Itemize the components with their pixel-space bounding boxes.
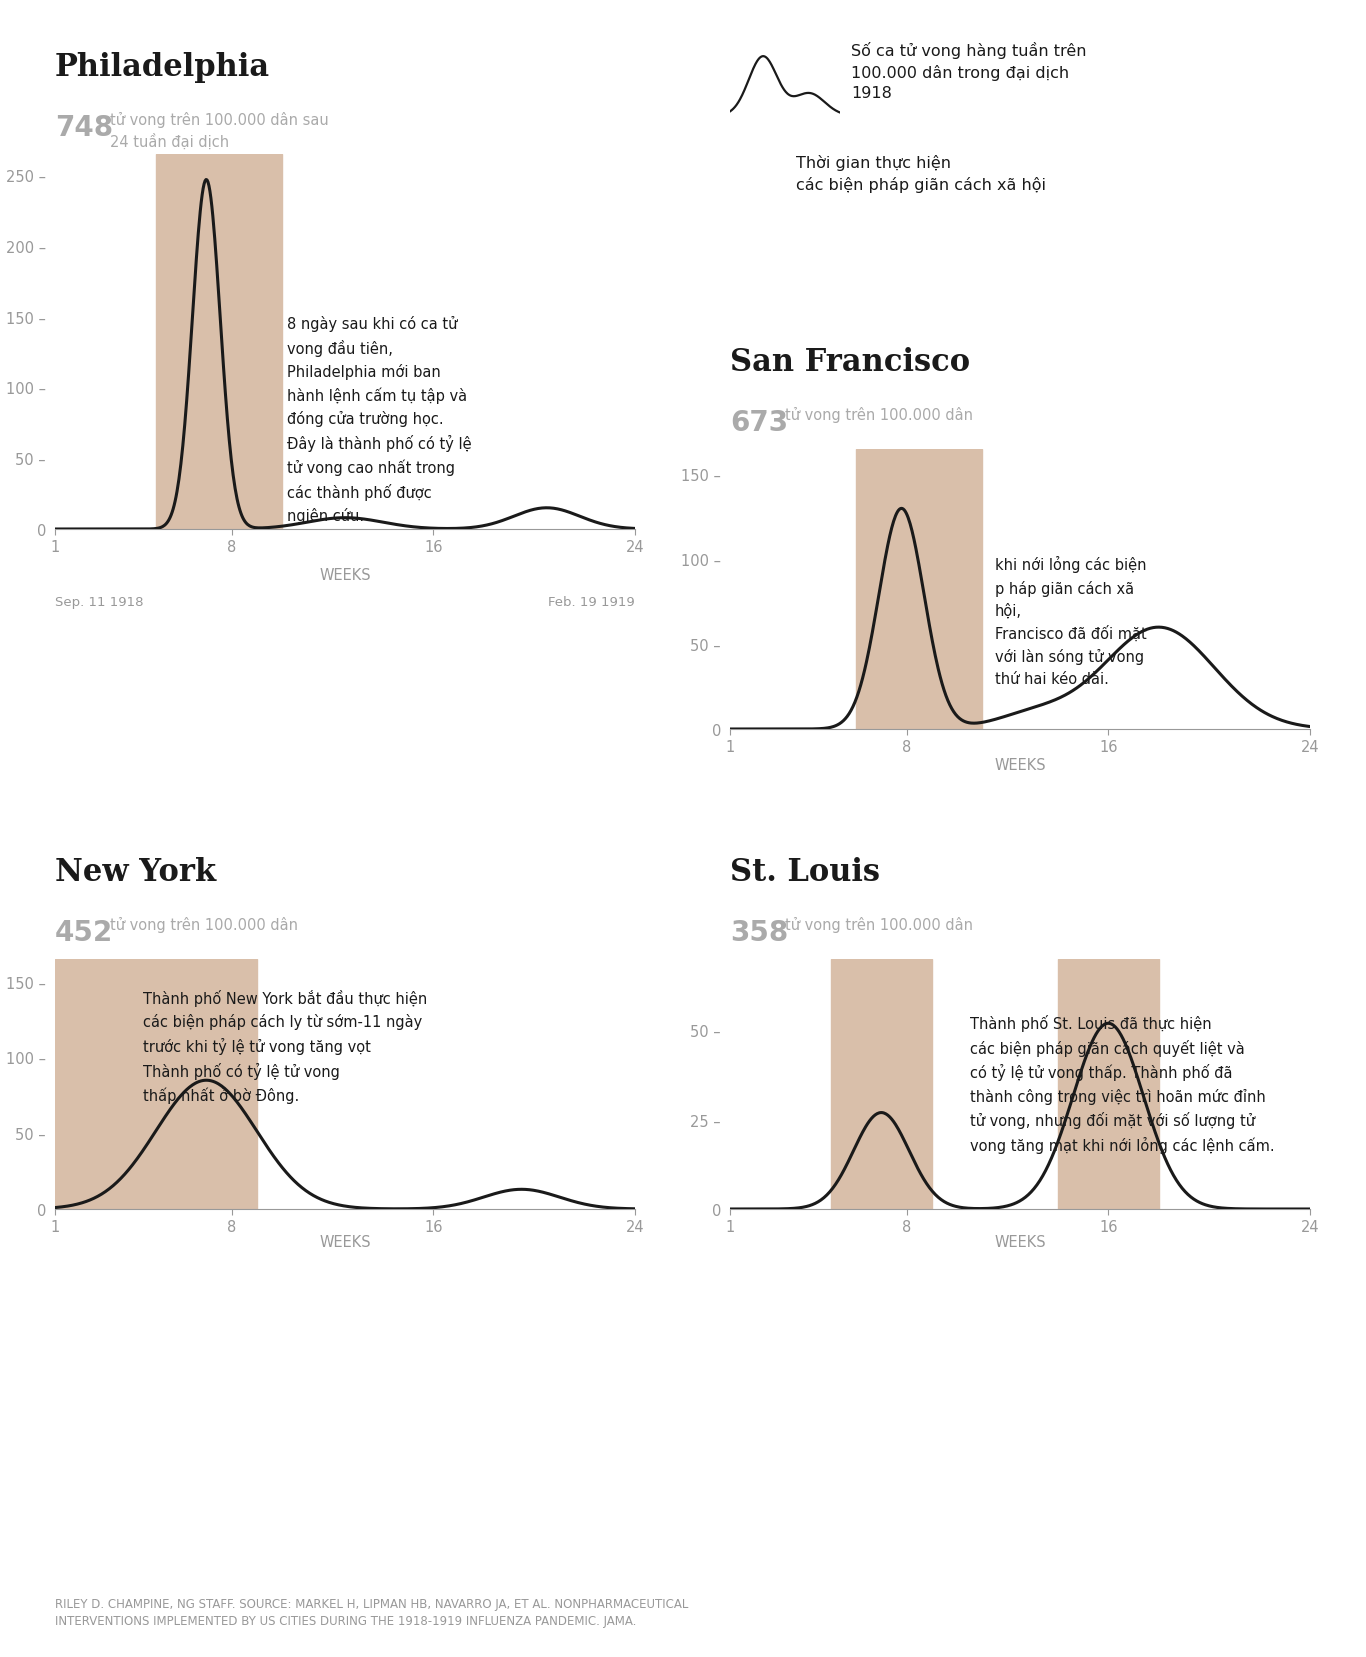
Bar bbox=[55, 959, 257, 1210]
Text: tử vong trên 100.000 dân sau
24 tuần đại dịch: tử vong trên 100.000 dân sau 24 tuần đại… bbox=[109, 111, 328, 151]
Text: 8 ngày sau khi có ca tử
vong đầu tiên,
Philadelphia mới ban
hành lệnh cấm tụ tập: 8 ngày sau khi có ca tử vong đầu tiên, P… bbox=[287, 316, 471, 524]
Text: Thời gian thực hiện
các biện pháp giãn cách xã hội: Thời gian thực hiện các biện pháp giãn c… bbox=[796, 154, 1046, 192]
Text: San Francisco: San Francisco bbox=[729, 346, 970, 378]
Text: Sep. 11 1918: Sep. 11 1918 bbox=[55, 595, 143, 608]
Text: WEEKS: WEEKS bbox=[994, 757, 1046, 772]
Text: RILEY D. CHAMPINE, NG STAFF. SOURCE: MARKEL H, LIPMAN HB, NAVARRO JA, ET AL. NON: RILEY D. CHAMPINE, NG STAFF. SOURCE: MAR… bbox=[55, 1597, 688, 1627]
Bar bbox=[831, 959, 932, 1210]
Text: tử vong trên 100.000 dân: tử vong trên 100.000 dân bbox=[784, 916, 973, 933]
Text: 673: 673 bbox=[729, 408, 788, 436]
Text: Thành phố St. Louis đã thực hiện
các biện pháp giãn cách quyết liệt và
có tỷ lệ : Thành phố St. Louis đã thực hiện các biệ… bbox=[970, 1014, 1274, 1153]
Text: WEEKS: WEEKS bbox=[320, 567, 370, 582]
Bar bbox=[856, 449, 982, 729]
Text: Số ca tử vong hàng tuần trên
100.000 dân trong đại dịch
1918: Số ca tử vong hàng tuần trên 100.000 dân… bbox=[851, 41, 1086, 101]
Bar bbox=[156, 154, 281, 530]
Text: New York: New York bbox=[55, 857, 216, 888]
Text: Feb. 19 1919: Feb. 19 1919 bbox=[548, 595, 635, 608]
Text: 748: 748 bbox=[55, 113, 113, 141]
Text: khi nới lỏng các biện
p háp giãn cách xã
hội,
Francisco đã đối mặt
với làn sóng : khi nới lỏng các biện p háp giãn cách xã… bbox=[994, 557, 1146, 686]
Text: St. Louis: St. Louis bbox=[729, 857, 880, 888]
Text: 358: 358 bbox=[729, 918, 788, 946]
Text: Thành phố New York bắt đầu thực hiện
các biện pháp cách ly từ sớm-11 ngày
trước : Thành phố New York bắt đầu thực hiện các… bbox=[143, 989, 428, 1104]
Text: tử vong trên 100.000 dân: tử vong trên 100.000 dân bbox=[784, 406, 973, 423]
Text: WEEKS: WEEKS bbox=[994, 1234, 1046, 1249]
Text: tử vong trên 100.000 dân: tử vong trên 100.000 dân bbox=[109, 916, 298, 933]
Text: Philadelphia: Philadelphia bbox=[55, 51, 270, 83]
Bar bbox=[1057, 959, 1158, 1210]
Text: WEEKS: WEEKS bbox=[320, 1234, 370, 1249]
Text: 452: 452 bbox=[55, 918, 113, 946]
